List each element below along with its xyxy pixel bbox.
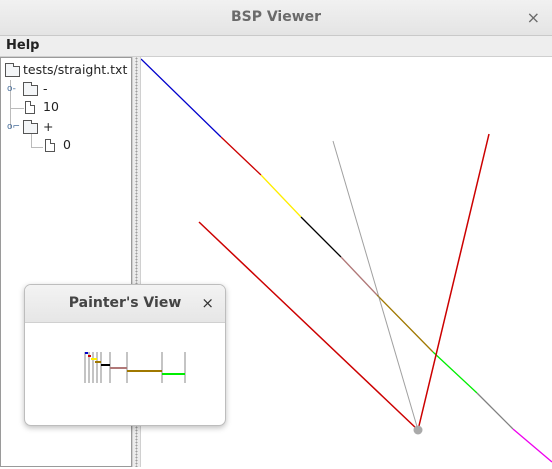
segment-gray	[476, 392, 514, 430]
folder-icon	[23, 82, 38, 96]
segment-rosy	[340, 256, 378, 296]
tree-leaf-label: 10	[43, 99, 59, 114]
painters-view-close-icon[interactable]: ×	[201, 294, 214, 312]
split-pane-divider[interactable]	[132, 57, 141, 467]
segment-yellow	[260, 174, 302, 218]
menu-bar: Help	[0, 36, 552, 57]
file-icon	[25, 101, 35, 114]
camera-marker[interactable]	[413, 425, 423, 435]
collapse-handle-icon[interactable]: o⌐	[7, 122, 21, 132]
painters-view-title: Painter's View	[68, 295, 182, 311]
tree-leaf-label: 0	[63, 137, 71, 152]
tree-guide-line	[31, 134, 32, 148]
tree-node-label: -	[43, 81, 48, 96]
segment-green	[432, 351, 478, 394]
tree-root-label: tests/straight.txt	[23, 62, 128, 77]
folder-icon	[23, 120, 38, 134]
segment-olive	[376, 294, 434, 353]
painters-view-window: Painter's View ×	[24, 284, 226, 426]
view-ray-left	[332, 140, 419, 431]
window-titlebar: BSP Viewer ×	[0, 0, 552, 36]
segment-blue	[141, 58, 222, 138]
window-title: BSP Viewer	[230, 9, 322, 25]
painters-view-canvas	[84, 352, 186, 383]
menu-help[interactable]: Help	[6, 38, 40, 53]
tree-guide-line	[10, 80, 11, 128]
bsp-canvas[interactable]	[141, 57, 552, 469]
segment-red-upper	[220, 136, 262, 176]
file-icon	[45, 139, 55, 152]
segment-layer	[141, 58, 552, 463]
divider-grip	[135, 57, 138, 467]
tree-guide-line	[31, 147, 43, 148]
window-close-icon[interactable]: ×	[526, 8, 540, 27]
tree-guide-line	[10, 108, 24, 109]
view-ray-right	[417, 133, 490, 431]
segment-red-lower	[198, 221, 419, 431]
painters-view-titlebar: Painter's View ×	[25, 285, 225, 323]
segment-black	[300, 216, 342, 258]
folder-icon	[5, 63, 20, 77]
expand-handle-icon[interactable]: o-	[7, 84, 16, 94]
tree-node-label: +	[43, 119, 54, 134]
segment-magenta	[512, 428, 552, 463]
